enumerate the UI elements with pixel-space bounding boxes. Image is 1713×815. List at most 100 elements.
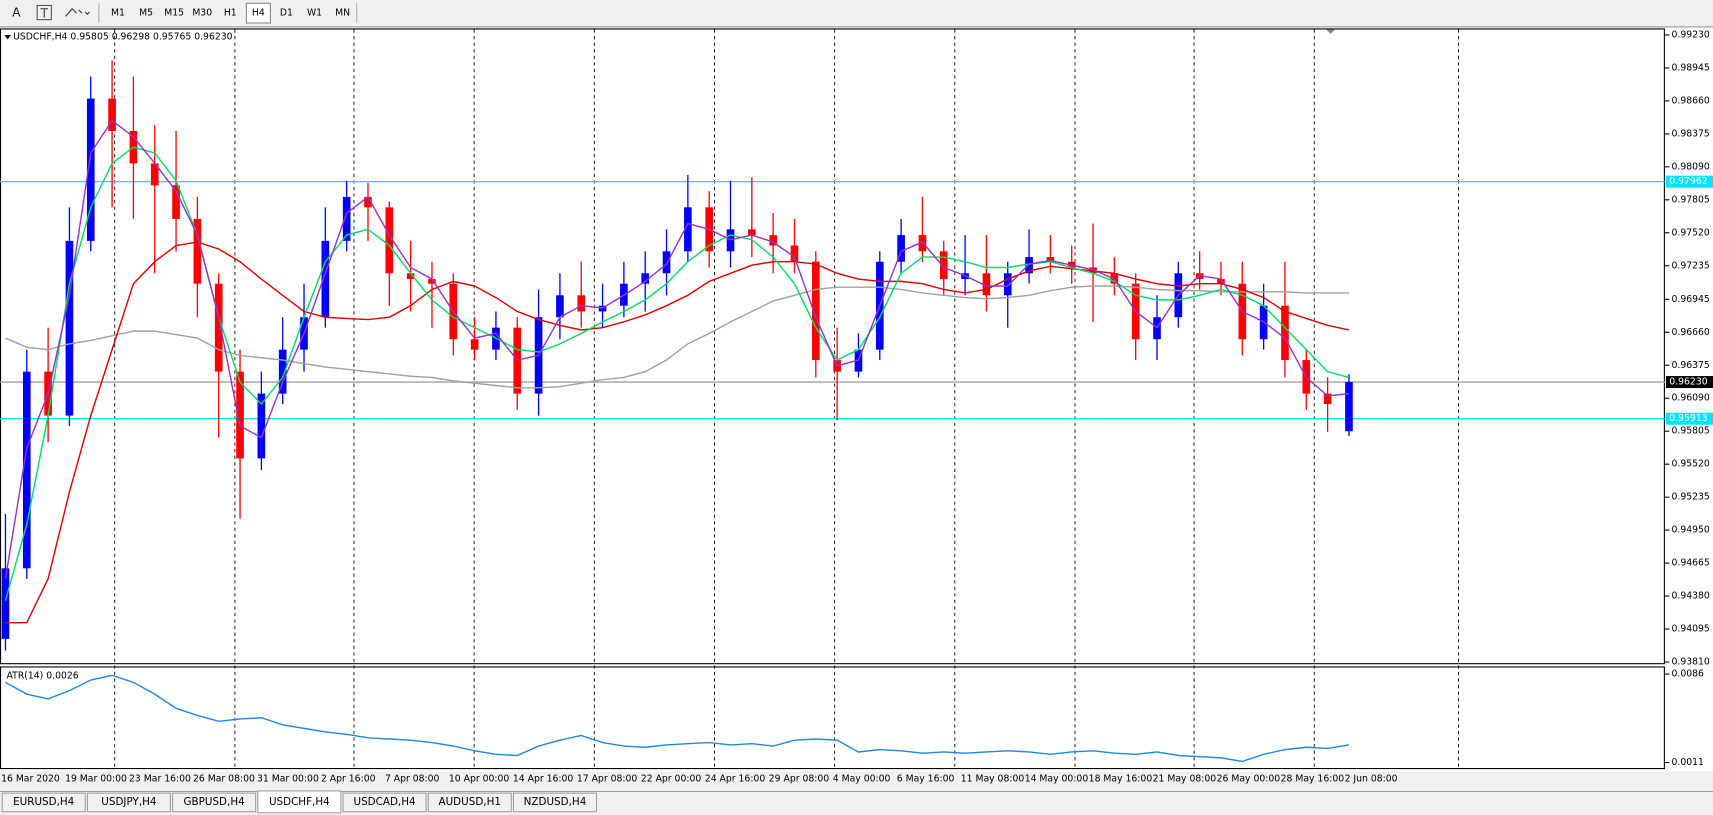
x-tick-label: 17 Apr 08:00 xyxy=(577,773,638,784)
price-label-box xyxy=(1666,175,1713,188)
candle-body xyxy=(1046,257,1055,262)
candle-body xyxy=(108,98,116,131)
x-tick-label: 24 Apr 16:00 xyxy=(705,773,766,784)
shapes-tool-icon[interactable] xyxy=(65,7,90,17)
y-tick-label: 0.95805 xyxy=(1671,426,1709,437)
indicator-line xyxy=(4,146,1350,601)
indicator-line xyxy=(4,119,1350,579)
timeframe-button[interactable]: H1 xyxy=(224,8,237,19)
y-tick-label: 0.0086 xyxy=(1671,669,1704,680)
tab-label[interactable]: EURUSD,H4 xyxy=(13,796,75,808)
candle-body xyxy=(22,371,31,569)
price-label: 0.95913 xyxy=(1669,413,1707,424)
timeframe-button[interactable]: M1 xyxy=(111,8,125,19)
y-tick-label: 0.94665 xyxy=(1671,558,1709,569)
tab-label[interactable]: USDCHF,H4 xyxy=(269,796,330,808)
candle-body xyxy=(342,196,351,241)
tab-bar xyxy=(0,790,1713,815)
candle-body xyxy=(1281,305,1289,361)
y-tick-label: 0.94380 xyxy=(1671,591,1709,602)
y-tick-label: 0.0011 xyxy=(1671,757,1704,768)
x-tick-label: 6 May 16:00 xyxy=(897,773,955,784)
y-tick-label: 0.98660 xyxy=(1671,95,1709,106)
timeframe-button[interactable]: M5 xyxy=(139,8,153,19)
timeframe-button[interactable]: M15 xyxy=(164,8,184,19)
x-tick-label: 11 May 08:00 xyxy=(961,773,1025,784)
candle-body xyxy=(236,371,244,459)
candle-body xyxy=(918,235,927,252)
y-tick-label: 0.97805 xyxy=(1671,194,1709,205)
tab[interactable] xyxy=(342,792,427,813)
x-tick-label: 18 May 16:00 xyxy=(1089,773,1153,784)
shift-marker xyxy=(1326,29,1336,34)
timeframe-button[interactable]: M30 xyxy=(192,8,212,19)
candle-body xyxy=(577,295,586,312)
y-tick-label: 0.97235 xyxy=(1671,260,1709,271)
indicator-line xyxy=(5,674,1350,763)
x-tick-label: 2 Jun 08:00 xyxy=(1345,773,1398,784)
x-tick-label: 29 Apr 08:00 xyxy=(769,773,830,784)
active-tab[interactable] xyxy=(257,790,342,814)
y-tick-label: 0.96660 xyxy=(1671,327,1709,338)
tab-label[interactable]: GBPUSD,H4 xyxy=(184,796,246,808)
x-tick-label: 14 Apr 16:00 xyxy=(513,773,574,784)
y-tick-label: 0.98375 xyxy=(1671,128,1709,139)
tab[interactable] xyxy=(172,792,257,813)
x-tick-label: 31 Mar 00:00 xyxy=(257,773,319,784)
indicator-line xyxy=(5,285,1349,389)
candle-body xyxy=(641,273,650,284)
tab[interactable] xyxy=(86,792,171,813)
candle-body xyxy=(385,207,394,274)
chart-header: USDCHF,H4 0.95805 0.96298 0.95765 0.9623… xyxy=(13,32,233,43)
candle-body xyxy=(1025,257,1033,274)
candle-body xyxy=(172,185,180,219)
candle-body xyxy=(939,251,948,280)
candle-body xyxy=(662,251,671,274)
x-tick-label: 23 Mar 16:00 xyxy=(129,773,191,784)
candle-body xyxy=(748,229,756,236)
y-tick-label: 0.93810 xyxy=(1671,657,1709,668)
label-tool-icon[interactable] xyxy=(36,4,52,21)
y-tick-label: 0.98945 xyxy=(1671,62,1709,73)
y-tick-label: 0.98090 xyxy=(1671,161,1709,172)
indicator-title: ATR(14) 0.0026 xyxy=(7,671,79,682)
candle-body xyxy=(278,349,287,394)
candle-body xyxy=(1,568,10,639)
tab-label[interactable]: USDJPY,H4 xyxy=(101,796,157,808)
tab-label[interactable]: USDCAD,H4 xyxy=(353,796,416,808)
x-tick-label: 26 May 00:00 xyxy=(1217,773,1281,784)
candle-body xyxy=(790,245,799,262)
candle-body xyxy=(406,273,415,280)
candle-body xyxy=(150,163,159,186)
candle-body xyxy=(684,207,692,252)
x-tick-label: 14 May 00:00 xyxy=(1025,773,1089,784)
candle-body xyxy=(1345,382,1353,432)
y-tick-label: 0.96375 xyxy=(1671,360,1709,371)
timeframe-button[interactable]: MN xyxy=(335,8,350,19)
candle-body xyxy=(1003,273,1012,296)
timeframe-button[interactable]: W1 xyxy=(307,8,322,19)
tab-label[interactable]: NZDUSD,H4 xyxy=(524,796,587,808)
candle-body xyxy=(811,261,820,361)
x-tick-label: 21 May 08:00 xyxy=(1153,773,1217,784)
candle-body xyxy=(428,279,436,284)
y-tick-label: 0.94950 xyxy=(1671,525,1709,536)
tab[interactable] xyxy=(512,792,598,813)
candle-body xyxy=(257,393,266,459)
text-tool[interactable]: A xyxy=(12,6,21,20)
tab-label[interactable]: AUDUSD,H1 xyxy=(439,796,501,808)
timeframe-button[interactable]: H4 xyxy=(252,8,265,19)
tab[interactable] xyxy=(427,792,512,813)
tab[interactable] xyxy=(1,792,86,813)
y-tick-label: 0.96945 xyxy=(1671,294,1709,305)
candle-body xyxy=(982,273,991,296)
x-tick-label: 16 Mar 2020 xyxy=(1,773,60,784)
timeframe-button[interactable]: D1 xyxy=(280,8,293,19)
candle-body xyxy=(65,240,74,416)
price-label-box xyxy=(1666,412,1713,425)
y-tick-label: 0.95520 xyxy=(1671,459,1709,470)
header-arrow xyxy=(4,34,11,40)
candle-body xyxy=(364,196,372,208)
